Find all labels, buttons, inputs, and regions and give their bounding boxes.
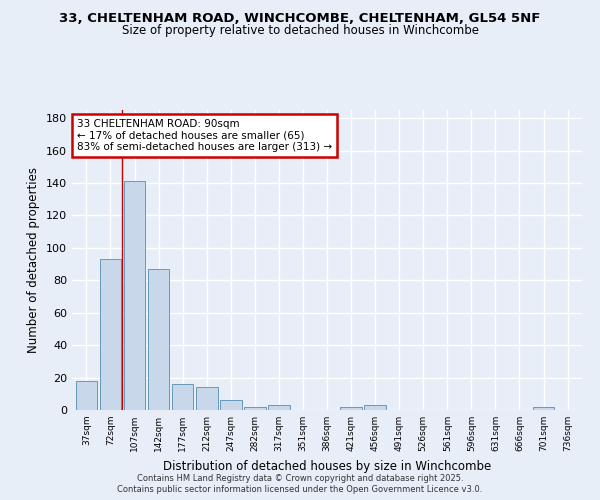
Bar (124, 182, 145, 410)
Bar (172, 384, 193, 410)
Bar (244, 407, 266, 410)
Bar (340, 407, 362, 410)
Bar (220, 400, 242, 410)
Text: Size of property relative to detached houses in Winchcombe: Size of property relative to detached ho… (121, 24, 479, 37)
Text: 33, CHELTENHAM ROAD, WINCHCOMBE, CHELTENHAM, GL54 5NF: 33, CHELTENHAM ROAD, WINCHCOMBE, CHELTEN… (59, 12, 541, 26)
Bar (268, 405, 290, 410)
X-axis label: Distribution of detached houses by size in Winchcombe: Distribution of detached houses by size … (163, 460, 491, 472)
Bar (76, 381, 97, 410)
Bar (196, 388, 218, 410)
Bar (364, 405, 386, 410)
Bar (533, 407, 554, 410)
Y-axis label: Number of detached properties: Number of detached properties (28, 167, 40, 353)
Bar (148, 269, 169, 410)
Text: 33 CHELTENHAM ROAD: 90sqm
← 17% of detached houses are smaller (65)
83% of semi-: 33 CHELTENHAM ROAD: 90sqm ← 17% of detac… (77, 119, 332, 152)
Text: Contains HM Land Registry data © Crown copyright and database right 2025.
Contai: Contains HM Land Registry data © Crown c… (118, 474, 482, 494)
Bar (100, 259, 121, 410)
